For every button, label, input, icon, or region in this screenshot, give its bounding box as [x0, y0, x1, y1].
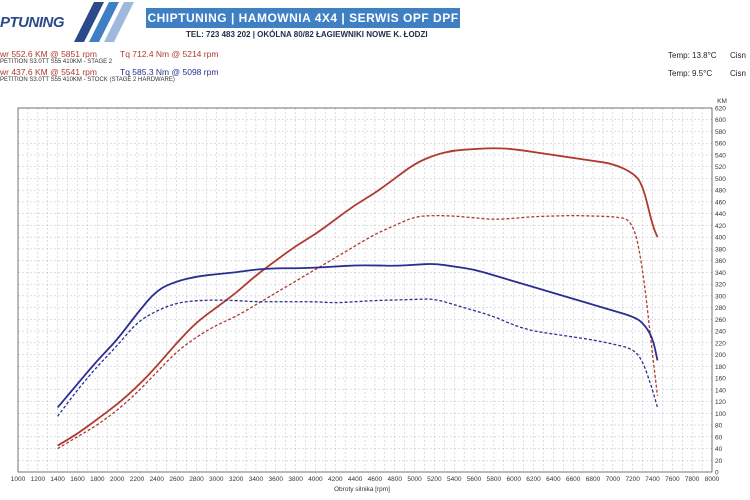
run-2-power-text: wr 437.6 KM @ 5541 rpm	[0, 67, 97, 77]
plot-frame	[17, 107, 713, 473]
y-tick-label: 360	[715, 258, 726, 265]
x-tick-label: 2200	[130, 476, 145, 483]
x-tick-label: 8000	[705, 476, 720, 483]
x-tick-label: 5400	[447, 476, 462, 483]
y-tick-label: 460	[715, 199, 726, 206]
y-tick-label: 560	[715, 141, 726, 148]
y-tick-label: 440	[715, 211, 726, 218]
brand-logo: PTUNING	[0, 14, 65, 31]
x-tick-label: 1000	[11, 476, 26, 483]
chart-series	[56, 147, 659, 450]
x-tick-label: 3400	[249, 476, 264, 483]
y-tick-label: 520	[715, 164, 726, 171]
x-tick-label: 6600	[566, 476, 581, 483]
x-tick-label: 7000	[606, 476, 621, 483]
y-tick-label: 400	[715, 235, 726, 242]
y-tick-label: 380	[715, 246, 726, 253]
run-2-power: wr 437.6 KM @ 5541 rpm Tq 585.3 Nm @ 509…	[0, 67, 218, 77]
y-tick-label: 420	[715, 223, 726, 230]
y-tick-label: 540	[715, 152, 726, 159]
run-2-temp: Temp: 9.5°C	[668, 69, 713, 78]
y-tick-labels: 0 20 40 60 80 100 120 140 160 180 200 220 240 260 280 3…	[715, 106, 726, 477]
y-tick-label: 0	[715, 470, 719, 477]
run-1-desc: PETITION S3.0TT S55 410KM - STAGE 2	[0, 59, 113, 65]
y-tick-label: 600	[715, 117, 726, 124]
run-1-torque-text: Tq 712.4 Nm @ 5214 rpm	[120, 49, 219, 59]
y-tick-label: 240	[715, 329, 726, 336]
run-2-desc: PETITION S3.0TT S55 410KM - STOCK (STAGE…	[0, 77, 175, 83]
x-tick-label: 1200	[31, 476, 46, 483]
x-tick-label: 4400	[348, 476, 363, 483]
x-tick-label: 2600	[169, 476, 184, 483]
x-tick-label: 7200	[625, 476, 640, 483]
y-tick-label: 480	[715, 188, 726, 195]
x-tick-label: 5000	[407, 476, 422, 483]
y-tick-label: 280	[715, 305, 726, 312]
run-2-torque-text: Tq 585.3 Nm @ 5098 rpm	[120, 67, 219, 77]
y-tick-label: 580	[715, 129, 726, 136]
y-tick-label: 620	[715, 106, 726, 113]
x-axis-label: Obroty silnika [rpm]	[334, 486, 390, 493]
x-tick-label: 4000	[308, 476, 323, 483]
y-tick-label: 40	[715, 446, 723, 453]
run-1-extra: Cisn	[730, 51, 747, 60]
report-header: PTUNING CHIPTUNING | HAMOWNIA 4X4 | SERW…	[0, 0, 750, 44]
banner-contact: TEL: 723 483 202 | OKÓLNA 80/82 ŁAGIEWNI…	[186, 30, 428, 39]
x-tick-label: 6400	[546, 476, 561, 483]
y-tick-label: 180	[715, 364, 726, 371]
x-tick-label: 5600	[467, 476, 482, 483]
x-tick-label: 3200	[229, 476, 244, 483]
y-tick-label: 100	[715, 411, 726, 418]
y-tick-label: 300	[715, 293, 726, 300]
y-tick-label: 340	[715, 270, 726, 277]
x-tick-label: 7400	[645, 476, 660, 483]
x-tick-label: 6000	[506, 476, 521, 483]
y-tick-label: 60	[715, 434, 723, 441]
logo-stripes-icon	[74, 2, 134, 42]
x-tick-labels: 1000 1200 1400 1600 1800 2000 2200 2400 2600 2800…	[11, 476, 720, 483]
x-tick-label: 3600	[269, 476, 284, 483]
y-axis-unit-label: KM	[717, 98, 727, 105]
x-tick-label: 4800	[388, 476, 403, 483]
run-1-power: wr 552.6 KM @ 5851 rpm Tq 712.4 Nm @ 521…	[0, 49, 218, 59]
x-tick-label: 1600	[70, 476, 85, 483]
banner-title: CHIPTUNING | HAMOWNIA 4X4 | SERWIS OPF D…	[146, 8, 460, 28]
x-tick-label: 4200	[328, 476, 343, 483]
x-tick-label: 1400	[50, 476, 65, 483]
series-line-1	[57, 147, 659, 447]
run-1-power-text: wr 552.6 KM @ 5851 rpm	[0, 49, 97, 59]
x-tick-label: 5200	[427, 476, 442, 483]
x-tick-label: 5800	[487, 476, 502, 483]
x-tick-label: 7600	[665, 476, 680, 483]
x-tick-label: 4600	[368, 476, 383, 483]
series-line-2	[57, 214, 659, 450]
y-tick-label: 80	[715, 423, 723, 430]
series-line-4	[57, 298, 659, 417]
run-2-extra: Cisn	[730, 69, 747, 78]
run-1-temp: Temp: 13.8°C	[668, 51, 717, 60]
series-line-3	[56, 263, 659, 408]
x-tick-label: 7800	[685, 476, 700, 483]
x-tick-label: 2400	[150, 476, 165, 483]
y-tick-label: 20	[715, 458, 723, 465]
y-tick-label: 500	[715, 176, 726, 183]
y-tick-label: 160	[715, 376, 726, 383]
x-tick-label: 6800	[586, 476, 601, 483]
y-tick-label: 200	[715, 352, 726, 359]
x-tick-label: 2800	[189, 476, 204, 483]
x-tick-label: 3000	[209, 476, 224, 483]
y-tick-label: 120	[715, 399, 726, 406]
y-tick-label: 260	[715, 317, 726, 324]
y-tick-label: 320	[715, 282, 726, 289]
x-tick-label: 1800	[90, 476, 105, 483]
x-tick-label: 3800	[288, 476, 303, 483]
y-tick-label: 140	[715, 387, 726, 394]
x-tick-label: 6200	[526, 476, 541, 483]
x-tick-label: 2000	[110, 476, 125, 483]
y-tick-label: 220	[715, 340, 726, 347]
